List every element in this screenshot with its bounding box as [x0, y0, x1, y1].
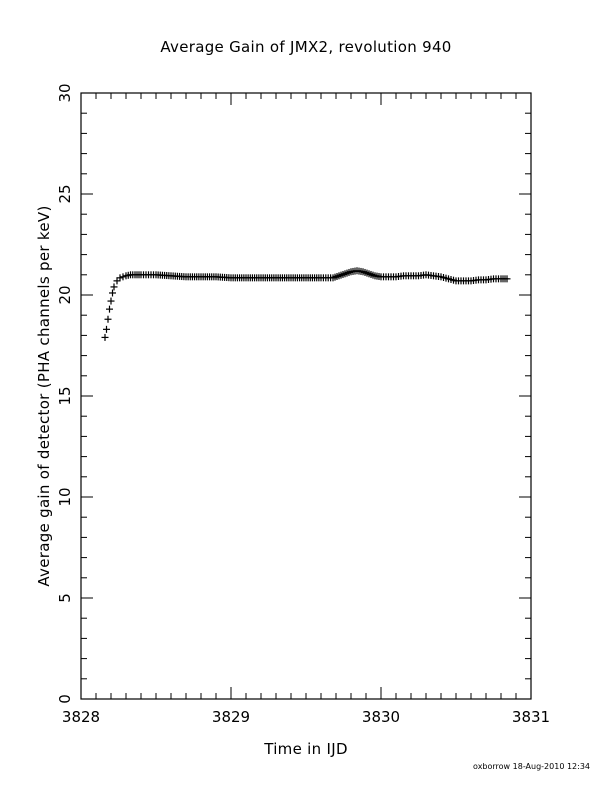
y-tick-label: 0 [56, 694, 74, 704]
y-tick-label: 15 [56, 386, 74, 405]
x-tick-label: 3830 [362, 708, 400, 726]
y-tick-label: 25 [56, 184, 74, 203]
x-tick-label: 3828 [62, 708, 100, 726]
data-point-plus [103, 325, 110, 333]
chart-title: Average Gain of JMX2, revolution 940 [160, 38, 452, 56]
data-point-plus [104, 315, 112, 323]
y-tick-label: 10 [56, 487, 74, 506]
data-point-plus [113, 277, 121, 285]
data-point-plus [110, 283, 118, 291]
x-tick-label: 3829 [212, 708, 250, 726]
y-tick-label: 20 [56, 285, 74, 304]
footer-stamp: oxborrow 18-Aug-2010 12:34 [473, 762, 590, 771]
data-point-plus [107, 297, 115, 305]
y-tick-label: 5 [56, 593, 74, 603]
y-axis-label: Average gain of detector (PHA channels p… [35, 205, 53, 587]
data-point-plus [119, 273, 127, 281]
data-point-plus [101, 333, 109, 341]
x-tick-label: 3831 [512, 708, 550, 726]
data-point-plus [116, 274, 124, 282]
x-axis-label: Time in IJD [264, 740, 348, 758]
data-point-plus [106, 305, 113, 313]
plot-frame [80, 92, 532, 700]
y-tick-label: 30 [56, 83, 74, 102]
data-point-plus [109, 289, 116, 297]
data-point-plus [503, 275, 511, 283]
